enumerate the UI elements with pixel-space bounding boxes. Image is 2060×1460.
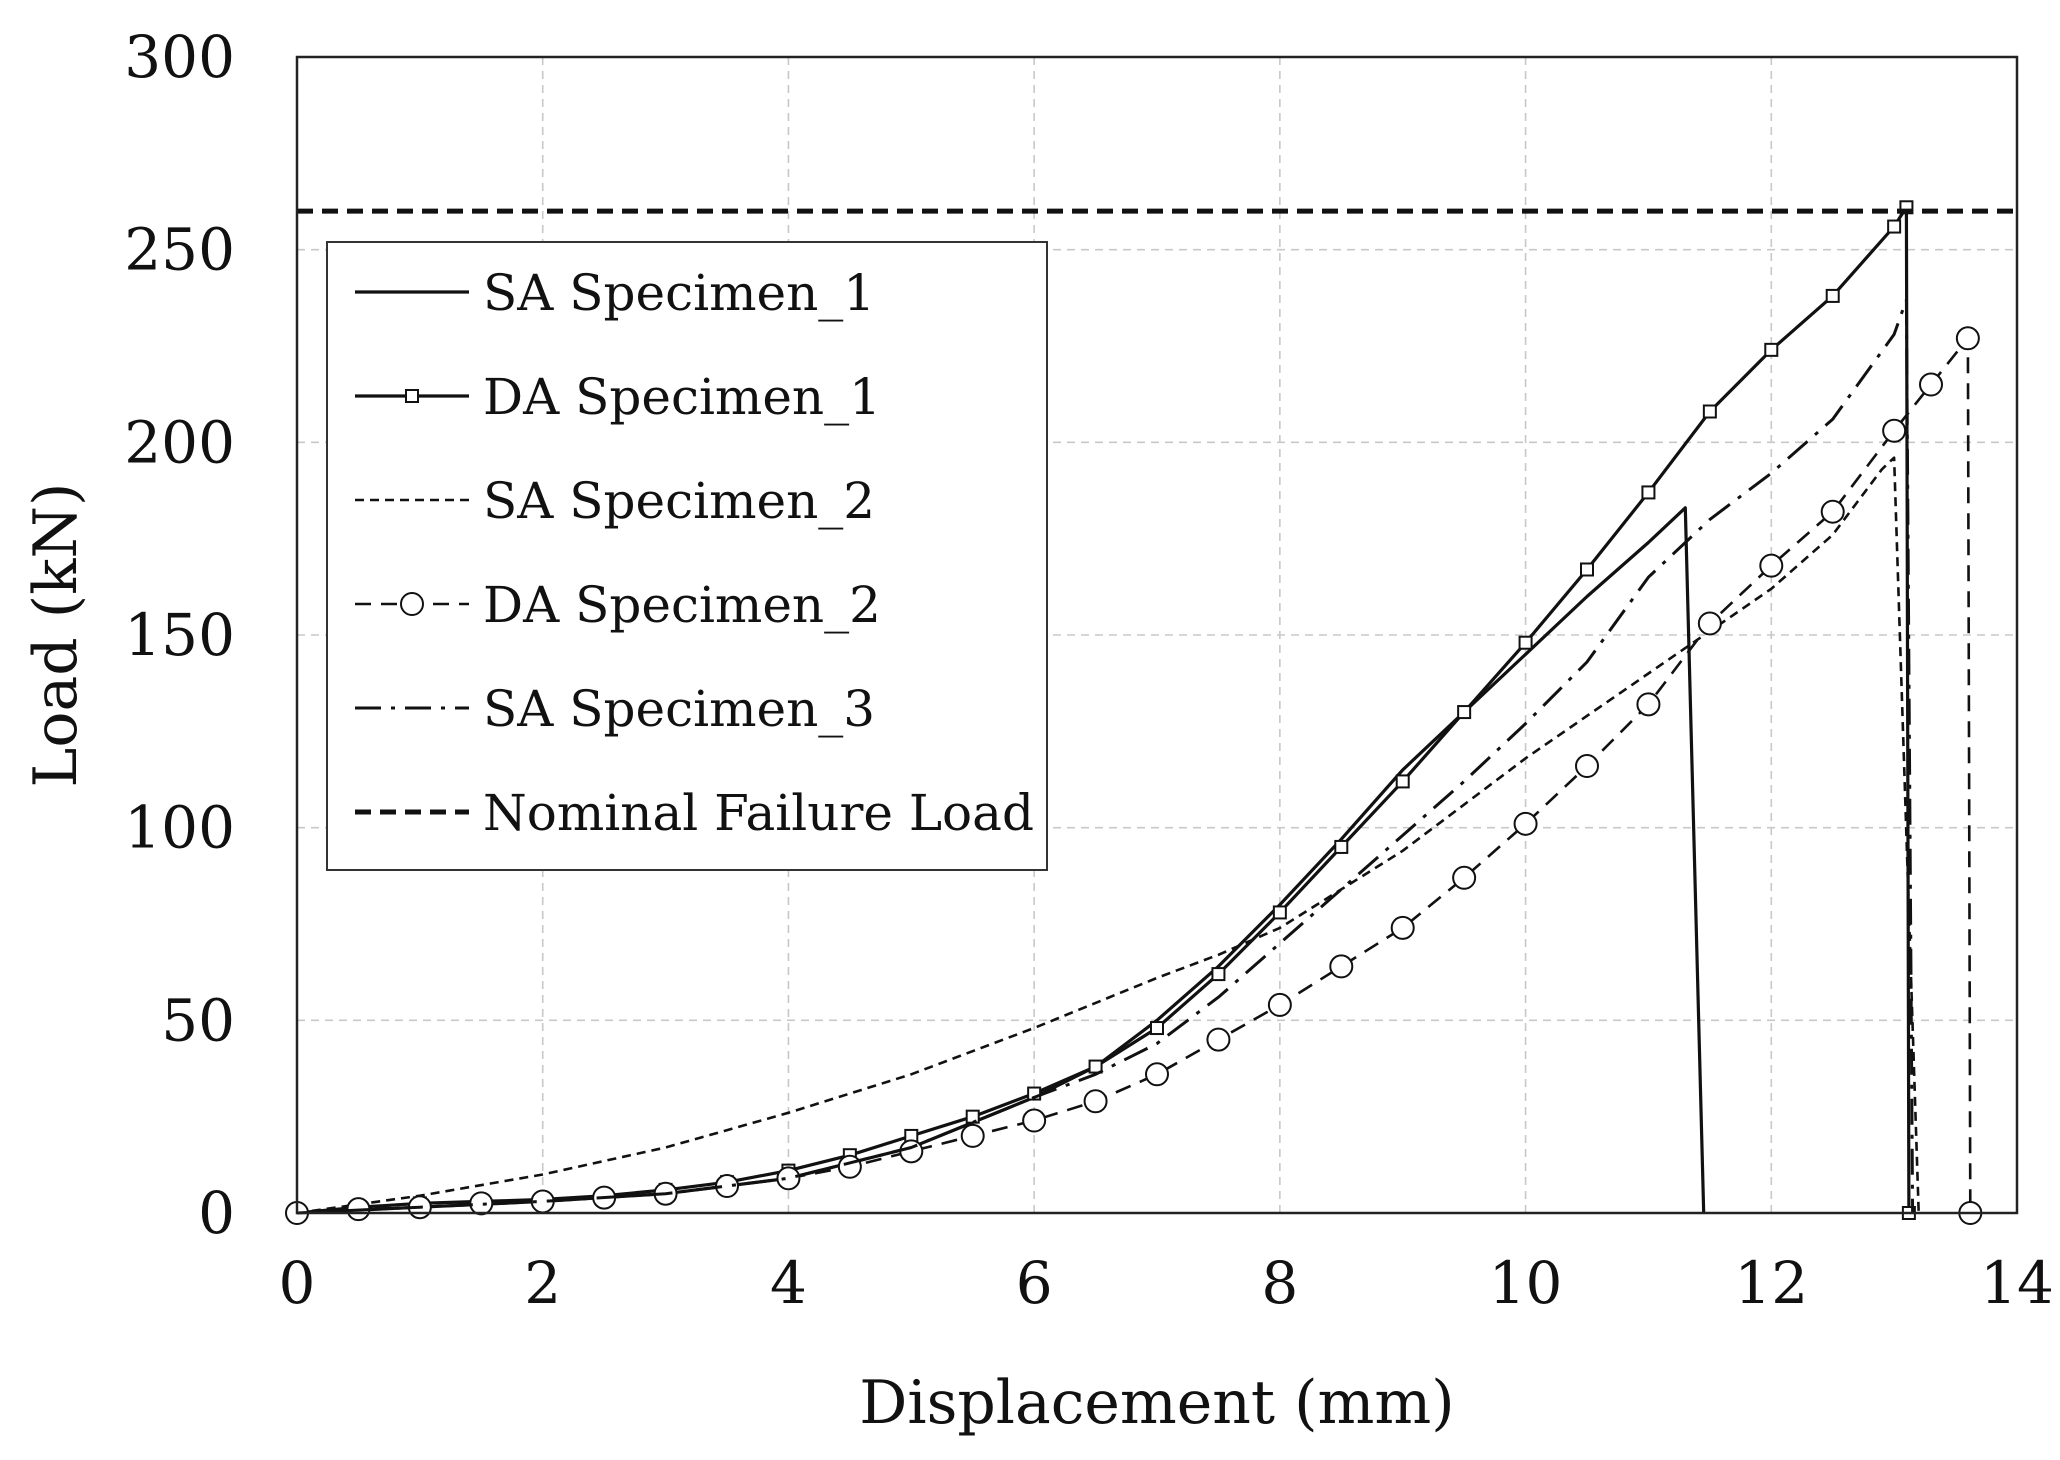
- legend-label-1: DA Specimen_1: [483, 368, 881, 426]
- series-1-marker-20: [1518, 635, 1533, 650]
- series-3-marker-20: [1513, 811, 1538, 836]
- legend-label-0: SA Specimen_1: [483, 264, 875, 322]
- series-1-marker-25: [1825, 288, 1840, 303]
- series-3-marker-14: [1145, 1062, 1169, 1087]
- x-tick-label-3: 6: [1016, 1249, 1053, 1317]
- series-3-marker-28: [1955, 326, 1980, 351]
- series-3-marker-18: [1390, 915, 1415, 940]
- series-3-marker-10: [899, 1139, 924, 1164]
- y-tick-label-5: 250: [124, 216, 235, 284]
- series-3-marker-11: [960, 1123, 985, 1148]
- series-3-marker-13: [1083, 1089, 1108, 1114]
- series-2: [296, 456, 1920, 1215]
- series-3-marker-22: [1636, 692, 1661, 717]
- series-line-4: [296, 298, 1915, 1215]
- legend-label-4: SA Specimen_3: [483, 680, 875, 738]
- series-1-marker-17: [1334, 839, 1349, 854]
- series-1-marker-22: [1641, 485, 1656, 500]
- series-1-marker-13: [1088, 1059, 1103, 1074]
- series-1-marker-15: [1211, 967, 1226, 982]
- series-3-marker-12: [1022, 1108, 1047, 1133]
- y-tick-label-1: 50: [161, 986, 235, 1054]
- series-line-2: [296, 456, 1920, 1215]
- series-1-marker-24: [1764, 342, 1779, 357]
- series-3-marker-17: [1329, 954, 1354, 979]
- x-tick-label-1: 2: [524, 1249, 561, 1317]
- series-3-marker-24: [1759, 553, 1784, 578]
- y-axis-label: Load (kN): [21, 483, 91, 788]
- legend-label-2: SA Specimen_2: [483, 472, 875, 530]
- x-tick-label-0: 0: [279, 1249, 316, 1317]
- series-3-marker-3: [469, 1191, 494, 1216]
- legend: SA Specimen_1 DA Specimen_1 SA Specimen_2 D…: [326, 241, 1048, 871]
- series-3-marker-16: [1267, 992, 1292, 1017]
- series-3: [285, 326, 1983, 1225]
- y-tick-label-2: 100: [124, 794, 235, 862]
- legend-marker-1: [405, 389, 419, 403]
- x-tick-label-4: 8: [1261, 1249, 1298, 1317]
- series-3-marker-21: [1575, 754, 1599, 779]
- series-3-marker-15: [1206, 1027, 1231, 1052]
- legend-label-3: DA Specimen_2: [483, 576, 881, 634]
- series-layer: [285, 200, 2017, 1225]
- series-1-marker-14: [1150, 1021, 1164, 1036]
- series-1-marker-26: [1887, 219, 1902, 234]
- series-3-marker-27: [1919, 372, 1943, 397]
- series-3-marker-8: [776, 1166, 801, 1191]
- x-tick-label-7: 14: [1980, 1249, 2054, 1317]
- series-1-marker-21: [1580, 562, 1594, 577]
- x-tick-label-2: 4: [770, 1249, 807, 1317]
- series-1-marker-16: [1272, 905, 1287, 920]
- series-4: [296, 298, 1915, 1215]
- series-3-marker-23: [1697, 611, 1722, 636]
- legend-label-5: Nominal Failure Load: [483, 784, 1034, 842]
- series-3-marker-26: [1882, 418, 1907, 443]
- series-1-marker-18: [1395, 774, 1410, 789]
- x-tick-label-5: 10: [1489, 1249, 1563, 1317]
- y-tick-label-4: 200: [124, 408, 235, 476]
- x-axis-label: Displacement (mm): [859, 1368, 1454, 1438]
- y-tick-label-0: 0: [198, 1179, 235, 1247]
- plot-frame: [295, 55, 2019, 1215]
- series-1-marker-19: [1457, 705, 1472, 720]
- legend-box: [326, 241, 1048, 871]
- y-tick-label-6: 300: [124, 23, 235, 91]
- y-tick-label-3: 150: [124, 601, 235, 669]
- tick-labels: 0 2 4 6 8 10 12 14 0 50 100 150 200 250 300: [124, 23, 2054, 1317]
- legend-marker-3: [400, 592, 424, 616]
- series-3-marker-9: [837, 1154, 862, 1179]
- series-1-marker-23: [1702, 404, 1717, 419]
- series-3-marker-19: [1452, 865, 1477, 890]
- series-3-marker-25: [1820, 499, 1845, 524]
- x-tick-label-6: 12: [1734, 1249, 1808, 1317]
